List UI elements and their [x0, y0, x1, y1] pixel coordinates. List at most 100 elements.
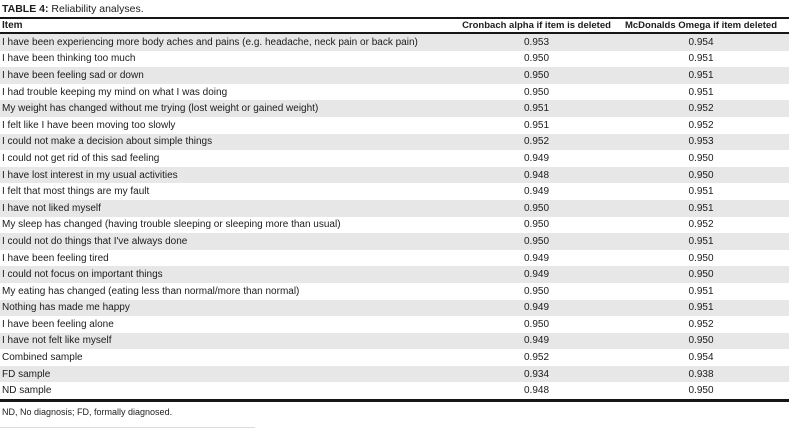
cronbach-cell: 0.948: [523, 385, 550, 397]
table-row: I could not do things that I've always d…: [0, 233, 789, 250]
omega-cell: 0.951: [688, 86, 714, 98]
cronbach-cell: 0.950: [523, 53, 550, 65]
reliability-table: Item Cronbach alpha if item is deleted M…: [0, 19, 789, 403]
omega-cell: 0.950: [688, 385, 714, 397]
table-row: My sleep has changed (having trouble sle…: [0, 216, 789, 234]
cronbach-cell: 0.950: [523, 202, 550, 214]
cronbach-cell: 0.950: [523, 86, 550, 98]
table-row: I had trouble keeping my mind on what I …: [0, 83, 789, 101]
column-header-mcdonalds-omega: McDonalds Omega if item deleted: [613, 19, 789, 34]
column-header-item: Item: [0, 19, 460, 34]
cronbach-cell: 0.950: [523, 285, 550, 297]
omega-cell: 0.954: [688, 36, 714, 48]
cronbach-cell: 0.950: [523, 69, 550, 81]
omega-cell: 0.951: [688, 69, 714, 81]
cronbach-cell: 0.949: [523, 186, 550, 198]
cronbach-cell: 0.953: [523, 36, 550, 48]
item-cell: I could not make a decision about simple…: [2, 136, 213, 148]
cronbach-cell: 0.951: [523, 119, 550, 131]
cronbach-cell: 0.950: [523, 219, 550, 231]
item-cell: I had trouble keeping my mind on what I …: [2, 86, 228, 98]
omega-cell: 0.952: [688, 119, 714, 131]
omega-cell: 0.951: [688, 202, 714, 214]
omega-cell: 0.951: [688, 53, 714, 65]
omega-cell: 0.951: [688, 235, 714, 247]
table-row: I have not liked myself 0.950 0.951: [0, 199, 789, 217]
omega-cell: 0.951: [688, 285, 714, 297]
omega-cell: 0.938: [688, 368, 714, 380]
cronbach-cell: 0.949: [523, 269, 550, 281]
table-title: TABLE 4: Reliability analyses.: [0, 0, 789, 19]
table-row: I have been feeling sad or down 0.950 0.…: [0, 67, 789, 84]
item-cell: I have been experiencing more body aches…: [2, 36, 418, 48]
omega-cell: 0.954: [688, 352, 714, 364]
cronbach-cell: 0.934: [523, 368, 550, 380]
omega-cell: 0.952: [688, 103, 714, 115]
header-row: Item Cronbach alpha if item is deleted M…: [0, 19, 789, 34]
table-row: I could not make a decision about simple…: [0, 133, 789, 151]
item-cell: Combined sample: [2, 352, 83, 364]
cronbach-cell: 0.952: [523, 136, 550, 148]
omega-cell: 0.950: [688, 169, 714, 181]
item-cell: I have not liked myself: [2, 202, 101, 214]
table-row: I have been feeling alone 0.950 0.952: [0, 316, 789, 333]
table-row: ND sample 0.948 0.950: [0, 382, 789, 401]
cronbach-cell: 0.948: [523, 169, 550, 181]
table-row: I have lost interest in my usual activit…: [0, 166, 789, 184]
omega-cell: 0.950: [688, 269, 714, 281]
table-row: Nothing has made me happy 0.949 0.951: [0, 299, 789, 317]
table-row: Combined sample 0.952 0.954: [0, 349, 789, 366]
table-row: I felt that most things are my fault 0.9…: [0, 183, 789, 200]
table-caption: Reliability analyses.: [51, 3, 144, 15]
item-cell: I could not focus on important things: [2, 269, 163, 281]
item-cell: I have been feeling sad or down: [2, 69, 144, 81]
omega-cell: 0.950: [688, 335, 714, 347]
table-label: TABLE 4:: [2, 3, 49, 15]
omega-cell: 0.950: [688, 152, 714, 164]
item-cell: I have lost interest in my usual activit…: [2, 169, 178, 181]
item-cell: I have been thinking too much: [2, 53, 136, 65]
item-cell: I have not felt like myself: [2, 335, 112, 347]
item-cell: I have been feeling tired: [2, 252, 109, 264]
table-row: I have been experiencing more body aches…: [0, 33, 789, 51]
item-cell: I felt that most things are my fault: [2, 186, 150, 198]
table-row: I could not focus on important things 0.…: [0, 266, 789, 283]
table-row: My weight has changed without me trying …: [0, 100, 789, 117]
table-row: I felt like I have been moving too slowl…: [0, 116, 789, 134]
omega-cell: 0.950: [688, 252, 714, 264]
cronbach-cell: 0.951: [523, 103, 550, 115]
item-cell: I could not get rid of this sad feeling: [2, 152, 160, 164]
cronbach-cell: 0.950: [523, 318, 550, 330]
table-body: I have been experiencing more body aches…: [0, 33, 789, 401]
item-cell: My weight has changed without me trying …: [2, 103, 319, 115]
omega-cell: 0.951: [688, 186, 714, 198]
table-row: I have been thinking too much 0.950 0.95…: [0, 50, 789, 68]
cronbach-cell: 0.949: [523, 302, 550, 314]
omega-cell: 0.952: [688, 219, 714, 231]
cronbach-cell: 0.949: [523, 252, 550, 264]
column-header-cronbach-alpha: Cronbach alpha if item is deleted: [460, 19, 613, 34]
table-row: I could not get rid of this sad feeling …: [0, 150, 789, 167]
cronbach-cell: 0.952: [523, 352, 550, 364]
omega-cell: 0.952: [688, 318, 714, 330]
item-cell: I felt like I have been moving too slowl…: [2, 119, 176, 131]
table-row: I have not felt like myself 0.949 0.950: [0, 332, 789, 350]
cronbach-cell: 0.949: [523, 152, 550, 164]
table-row: I have been feeling tired 0.949 0.950: [0, 249, 789, 267]
item-cell: My eating has changed (eating less than …: [2, 285, 300, 297]
omega-cell: 0.951: [688, 302, 714, 314]
table-row: FD sample 0.934 0.938: [0, 365, 789, 383]
cronbach-cell: 0.950: [523, 235, 550, 247]
item-cell: My sleep has changed (having trouble sle…: [2, 219, 341, 231]
item-cell: FD sample: [2, 368, 51, 380]
item-cell: I have been feeling alone: [2, 318, 114, 330]
item-cell: I could not do things that I've always d…: [2, 235, 188, 247]
bottom-rule: [0, 427, 255, 428]
cronbach-cell: 0.949: [523, 335, 550, 347]
item-cell: Nothing has made me happy: [2, 302, 130, 314]
table-footnote: ND, No diagnosis; FD, formally diagnosed…: [2, 407, 173, 418]
table-row: My eating has changed (eating less than …: [0, 282, 789, 300]
item-cell: ND sample: [2, 385, 52, 397]
omega-cell: 0.953: [688, 136, 714, 148]
